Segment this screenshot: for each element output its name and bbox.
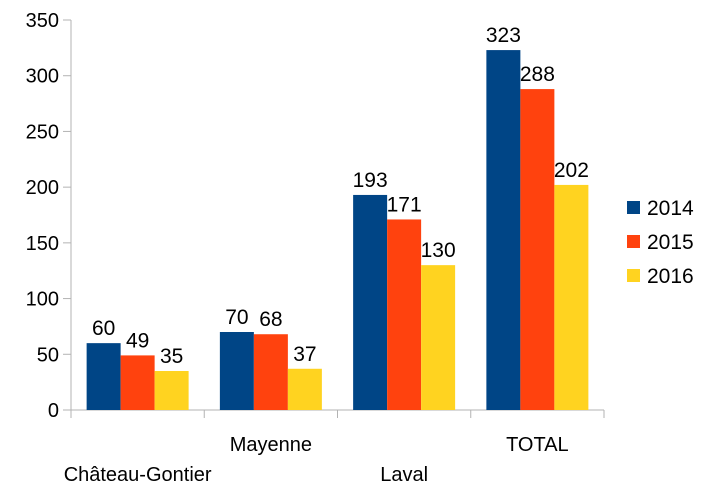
bar-2015-Mayenne xyxy=(253,334,288,410)
legend-swatch xyxy=(627,201,640,214)
data-label: 323 xyxy=(486,24,521,47)
data-label: 171 xyxy=(387,193,422,216)
data-label: 193 xyxy=(353,169,388,192)
data-label: 68 xyxy=(259,308,282,331)
data-label: 70 xyxy=(225,306,248,329)
bars xyxy=(86,50,589,410)
bar-2016-Château-Gontier xyxy=(154,371,189,410)
x-category-label: Mayenne xyxy=(230,434,312,456)
legend-swatch xyxy=(627,235,640,248)
data-label: 202 xyxy=(554,159,589,182)
bar-2015-TOTAL xyxy=(520,89,555,410)
bar-2014-TOTAL xyxy=(486,50,521,410)
data-label: 49 xyxy=(126,329,149,352)
y-tick-label: 100 xyxy=(26,289,59,311)
x-category-label: TOTAL xyxy=(506,434,569,456)
data-labels: 60 70 193 323 49 68 171 288 35 37 130 202 xyxy=(92,24,589,368)
legend-swatch xyxy=(627,269,640,282)
bar-2016-Mayenne xyxy=(287,368,322,410)
legend-label: 2016 xyxy=(647,265,694,288)
data-label: 60 xyxy=(92,317,115,340)
data-label: 35 xyxy=(160,345,183,368)
legend: 2014 2015 2016 xyxy=(627,197,694,288)
bar-2015-Château-Gontier xyxy=(120,355,155,410)
y-tick-label: 350 xyxy=(26,10,59,32)
legend-label: 2014 xyxy=(647,197,694,220)
bar-2016-Laval xyxy=(421,265,456,410)
y-tick-label: 300 xyxy=(26,66,59,88)
y-tick-label: 200 xyxy=(26,177,59,199)
y-tick-label: 250 xyxy=(26,121,59,143)
bar-2014-Château-Gontier xyxy=(86,343,121,410)
data-label: 37 xyxy=(293,343,316,366)
data-label: 288 xyxy=(520,63,555,86)
bar-2014-Laval xyxy=(353,194,388,410)
bar-2014-Mayenne xyxy=(219,332,254,410)
data-label: 130 xyxy=(421,239,456,262)
y-tick-label: 50 xyxy=(37,344,59,366)
bar-2015-Laval xyxy=(387,219,422,410)
x-category-label: Château-Gontier xyxy=(64,464,212,486)
x-category-label: Laval xyxy=(380,464,428,486)
bar-2016-TOTAL xyxy=(554,184,589,410)
y-tick-label: 0 xyxy=(48,400,59,422)
legend-label: 2015 xyxy=(647,231,694,254)
y-tick-label: 150 xyxy=(26,233,59,255)
